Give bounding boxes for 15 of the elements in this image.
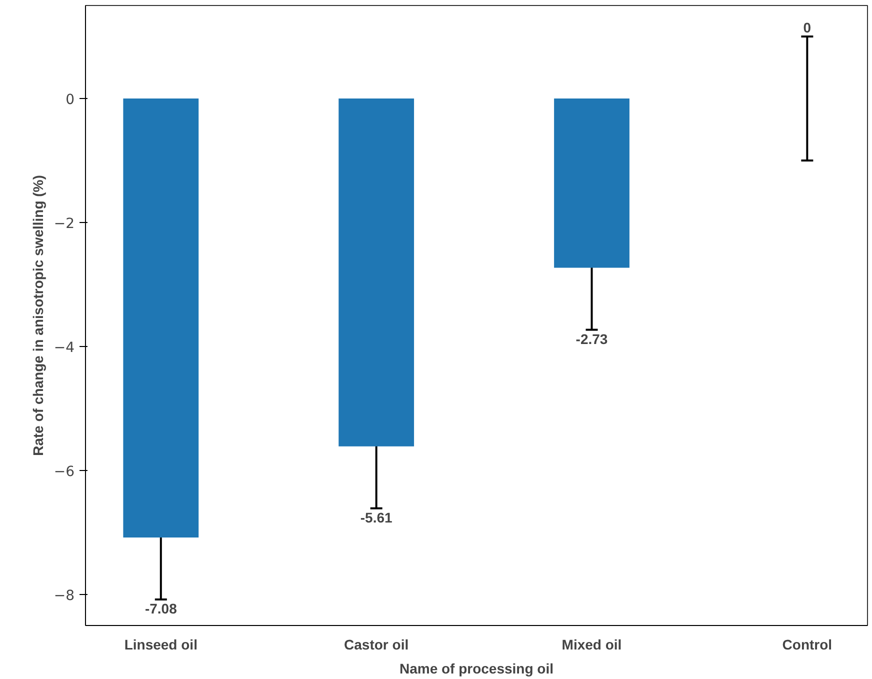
y-axis-title: Rate of change in anisotropic swelling (%) xyxy=(30,175,46,456)
y-tick-label: −4 xyxy=(54,340,75,356)
x-tick-label: Mixed oil xyxy=(562,636,622,652)
y-tick-label: 0 xyxy=(66,92,75,108)
y-tick-label: −2 xyxy=(54,216,75,232)
annotation: -2.73 xyxy=(576,330,608,347)
x-tick-label: Control xyxy=(782,636,832,652)
annotation: 0 xyxy=(803,20,812,36)
x-axis-title: Name of processing oil xyxy=(399,660,554,676)
x-tick-label: Linseed oil xyxy=(124,636,198,652)
y-tick-label: −8 xyxy=(54,588,75,604)
annotation: -7.08 xyxy=(144,600,178,616)
annotation: -5.61 xyxy=(360,509,392,526)
x-tick-label: Castor oil xyxy=(344,636,409,652)
y-tick-label: −6 xyxy=(54,464,75,480)
